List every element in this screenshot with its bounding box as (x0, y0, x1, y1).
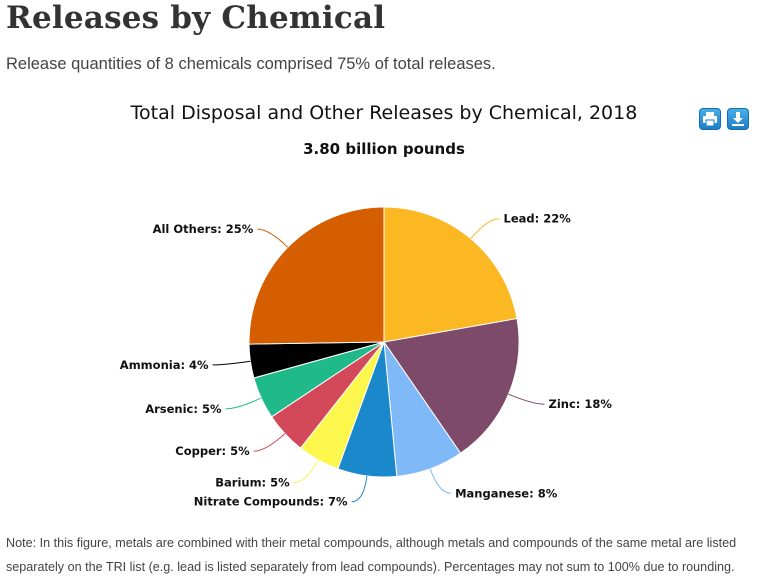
page-heading: Releases by Chemical (6, 0, 386, 36)
pie-slice-lead[interactable] (383, 206, 518, 343)
printer-icon (703, 112, 717, 127)
connector-ammonia (212, 360, 251, 366)
connector-lead (470, 218, 500, 239)
slice-label-zinc: Zinc: 18% (549, 397, 613, 411)
connector-barium (293, 459, 319, 484)
pie-slice-all-others[interactable] (248, 206, 385, 345)
slice-label-manganese: Manganese: 8% (455, 486, 558, 500)
chart-subtitle: 3.80 billion pounds (303, 140, 465, 158)
connector-arsenic (225, 397, 262, 410)
page-subtitle: Release quantities of 8 chemicals compri… (6, 55, 496, 73)
download-icon (732, 112, 744, 126)
connector-zinc (508, 393, 545, 405)
pie-chart: Lead: 22% Zinc: 18% Manganese: 8% Nitrate C… (120, 206, 613, 509)
connector-copper (253, 433, 286, 452)
download-button[interactable] (727, 108, 749, 130)
connector-manganese (429, 468, 452, 494)
slice-label-nitrate-compounds: Nitrate Compounds: 7% (194, 495, 348, 509)
chart-container: Lead: 22% Zinc: 18% Manganese: 8% Nitrate C… (0, 92, 768, 532)
print-button[interactable] (699, 108, 721, 130)
slice-label-barium: Barium: 5% (215, 476, 290, 490)
slice-label-arsenic: Arsenic: 5% (145, 402, 222, 416)
slice-label-copper: Copper: 5% (175, 444, 250, 458)
chart-title: Total Disposal and Other Releases by Che… (130, 102, 638, 124)
slice-label-ammonia: Ammonia: 4% (120, 358, 209, 372)
slice-label-all-others: All Others: 25% (153, 222, 254, 236)
connector-all-others (257, 228, 289, 248)
slice-label-lead: Lead: 22% (504, 212, 572, 226)
connector-nitrate-compounds (351, 475, 368, 503)
page-note: Note: In this figure, metals are combine… (6, 536, 737, 574)
